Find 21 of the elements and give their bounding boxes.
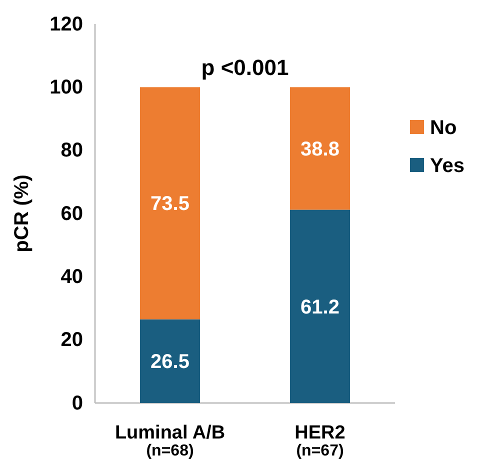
bar: [290, 87, 350, 210]
y-tick-label: 80: [60, 140, 83, 162]
data-label: 73.5: [150, 193, 190, 216]
y-tick-label: 20: [60, 329, 83, 352]
data-label: 38.8: [300, 138, 340, 160]
y-tick-label: 120: [50, 13, 83, 36]
y-axis-title: pCR (%): [11, 174, 33, 252]
y-tick-label: 100: [50, 76, 83, 99]
y-tick-label: 0: [72, 392, 83, 414]
data-label: 61.2: [300, 296, 340, 318]
bar: [140, 87, 200, 320]
data-label: 26.5: [150, 351, 190, 374]
bar: [140, 319, 200, 403]
y-tick-label: 40: [60, 266, 83, 288]
annotation: p <0.001: [201, 55, 289, 80]
x-tick-label: Luminal A/B (n=68): [114, 422, 226, 460]
bar: [290, 210, 350, 403]
y-tick-label: 60: [60, 202, 83, 225]
legend-label: No: [430, 117, 457, 139]
x-tick-label: HER2 (n=67): [294, 422, 346, 460]
legend-label: Yes: [430, 155, 464, 177]
